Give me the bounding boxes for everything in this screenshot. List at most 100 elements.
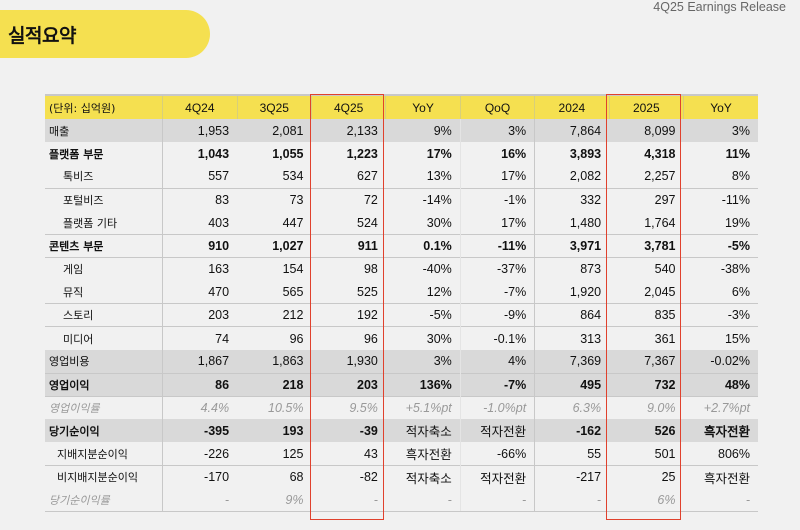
cell: 48%	[683, 372, 758, 397]
cell: 203	[162, 303, 238, 327]
header-yoy-quarter: YoY	[385, 95, 461, 119]
table-row-story: 스토리 203 212 192 -5% -9% 864 835 -3%	[45, 303, 758, 327]
cell: 3%	[433, 354, 452, 369]
earnings-summary-table: (단위: 십억원) 4Q24 3Q25 4Q25 YoY QoQ 2024 20…	[45, 94, 758, 513]
cell: 4%	[459, 349, 535, 374]
row-label: 지배지분순이익	[57, 447, 128, 461]
cell: 6%	[609, 488, 684, 513]
cell: -162	[534, 419, 610, 443]
cell: 910	[162, 233, 238, 258]
cell: 7,369	[534, 349, 610, 374]
cell: -0.02%	[710, 354, 750, 369]
table-row-operating-profit: 영업이익 86 218 203 136% -7% 495 732 48%	[45, 372, 758, 397]
table-row-operating-expenses: 영업비용 1,867 1,863 1,930 3% 4% 7,369 7,367…	[45, 349, 758, 374]
cell: 96	[237, 326, 312, 350]
cell: 332	[534, 187, 610, 212]
cell: 흑자전환	[703, 425, 750, 440]
cell: -170	[162, 464, 238, 489]
cell: 911	[311, 233, 386, 258]
cell: 4.4%	[162, 395, 238, 420]
cell: 13%	[426, 169, 452, 184]
cell: 15%	[683, 326, 758, 350]
table-row-net-margin: 당기순이익률 - 9% - - - - 6% -	[45, 488, 758, 513]
cell: 1,027	[237, 233, 312, 258]
row-label: 플랫폼 부문	[49, 147, 104, 161]
cell: 313	[534, 326, 610, 350]
cell: 적자축소	[385, 464, 461, 489]
cell: 212	[237, 303, 312, 327]
cell: 17%	[459, 211, 535, 235]
cell: -	[534, 488, 610, 513]
row-label: 게임	[45, 257, 163, 281]
cell: -	[162, 488, 238, 513]
cell: 873	[534, 257, 610, 281]
cell: -40%	[385, 257, 461, 281]
cell: 627	[357, 169, 378, 184]
cell: 1,867	[162, 349, 238, 374]
cell: -82	[311, 464, 386, 489]
cell: 525	[357, 284, 378, 299]
cell: 30%	[426, 215, 452, 230]
cell: 526	[654, 423, 676, 438]
cell: 73	[237, 187, 312, 212]
cell: -5%	[385, 303, 461, 327]
release-label: 4Q25 Earnings Release	[653, 0, 786, 14]
cell: 2,133	[346, 123, 378, 138]
header-2024: 2024	[534, 95, 610, 119]
row-label: 포털비즈	[45, 187, 163, 212]
cell: 806%	[718, 446, 750, 461]
cell: 1,863	[272, 354, 304, 369]
header-4q25: 4Q25	[310, 95, 386, 119]
cell: +2.7%pt	[683, 395, 758, 420]
cell: 9%	[237, 488, 312, 513]
cell: -39	[359, 423, 378, 438]
row-label: 매출	[49, 124, 70, 138]
cell: 218	[237, 372, 312, 397]
earnings-summary-table-wrapper: (단위: 십억원) 4Q24 3Q25 4Q25 YoY QoQ 2024 20…	[45, 94, 758, 520]
cell: 74	[162, 326, 238, 350]
row-label: 톡비즈	[63, 170, 94, 184]
cell: 864	[534, 303, 610, 327]
cell: 2,081	[272, 123, 304, 138]
cell: 적자전환	[459, 419, 535, 443]
cell: 3,971	[534, 233, 610, 258]
cell: -14%	[385, 187, 461, 212]
cell: +5.1%pt	[385, 395, 461, 420]
cell: 125	[282, 446, 304, 461]
header-2025: 2025	[608, 95, 684, 119]
cell: 4,318	[644, 146, 676, 161]
header-qoq: QoQ	[459, 95, 535, 119]
table-row-revenue: 매출 1,953 2,081 2,133 9% 3% 7,864 8,099 3…	[45, 119, 758, 143]
cell: 2,082	[534, 165, 610, 189]
cell: 19%	[724, 215, 750, 230]
cell: 흑자전환	[683, 464, 758, 489]
cell: 83	[162, 187, 238, 212]
header-unit: (단위: 십억원)	[49, 101, 116, 115]
cell: -5%	[683, 233, 758, 258]
cell: 1,930	[346, 354, 378, 369]
cell: 11%	[725, 146, 750, 161]
cell: 0.1%	[385, 233, 461, 258]
cell: 98	[311, 257, 386, 281]
cell: 501	[654, 446, 676, 461]
cell: 540	[609, 257, 684, 281]
cell: 1,920	[534, 280, 610, 304]
cell: -7%	[459, 372, 535, 397]
table-row-noncontrolling-net-income: 비지배지분순이익 -170 68 -82 적자축소 적자전환 -217 25 흑…	[45, 464, 758, 489]
cell: 2,045	[644, 284, 676, 299]
row-label: 뮤직	[63, 285, 84, 299]
row-label: 콘텐츠 부문	[45, 233, 163, 258]
cell: -11%	[683, 187, 758, 212]
table-row-game: 게임 163 154 98 -40% -37% 873 540 -38%	[45, 257, 758, 281]
cell: 16%	[459, 142, 535, 166]
cell: 565	[282, 284, 304, 299]
cell: 403	[162, 211, 238, 235]
cell: 524	[357, 215, 378, 230]
cell: -	[385, 488, 461, 513]
cell: -1.0%pt	[459, 395, 535, 420]
cell: -	[683, 488, 758, 513]
header-3q25: 3Q25	[236, 95, 312, 119]
cell: 3,893	[534, 142, 610, 166]
cell: 6%	[731, 284, 750, 299]
cell: -	[311, 488, 386, 513]
